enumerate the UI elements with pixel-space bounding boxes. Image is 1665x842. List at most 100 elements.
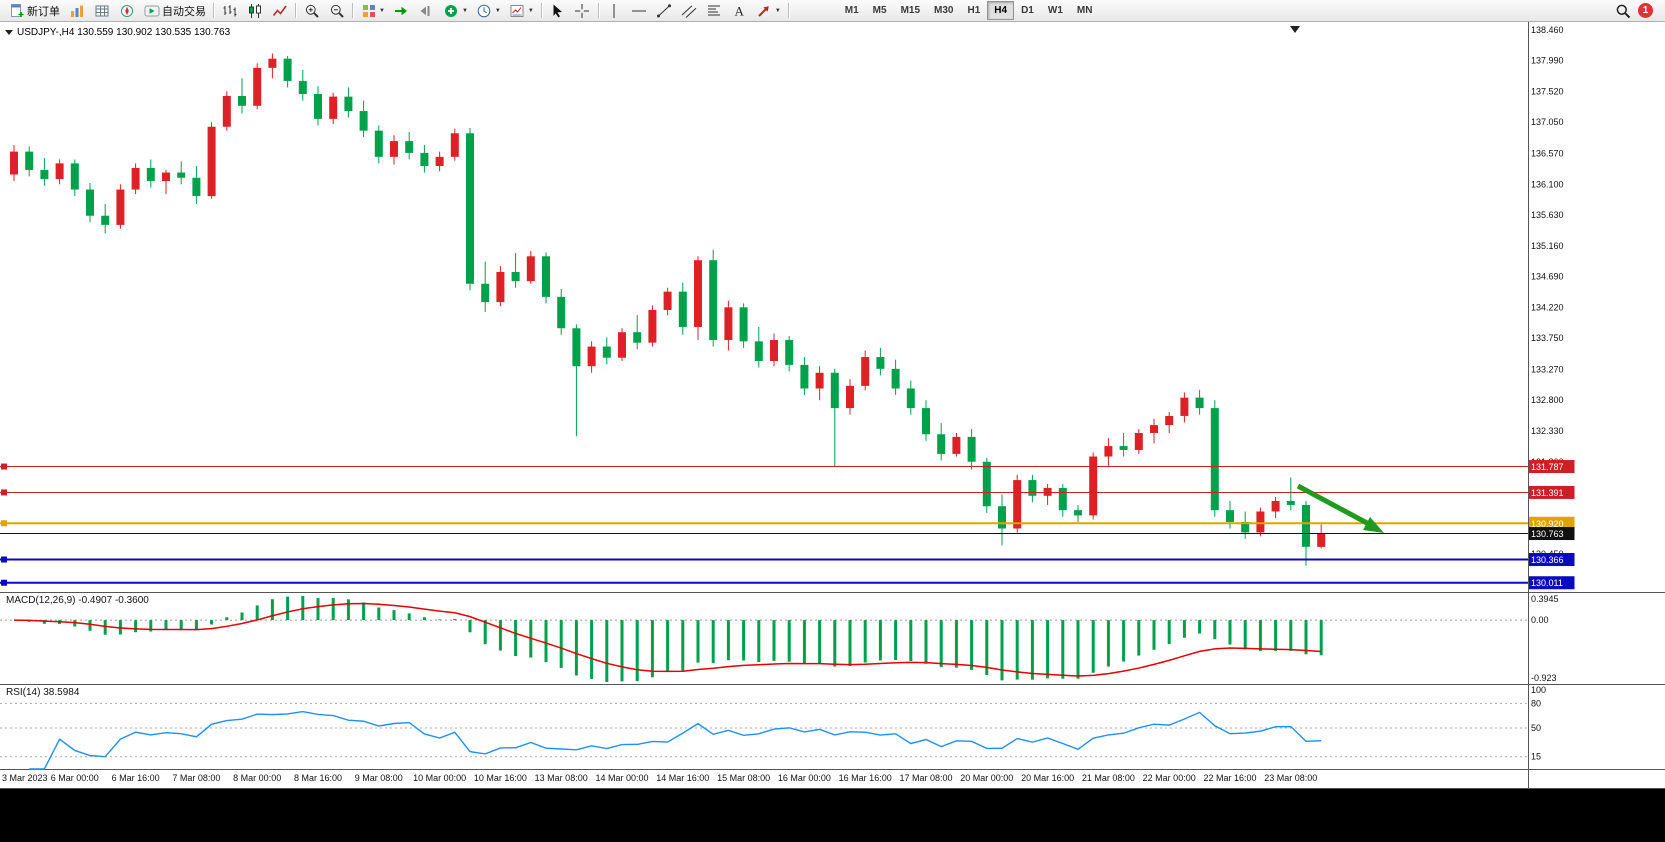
rsi-line bbox=[29, 710, 1322, 770]
svg-text:100: 100 bbox=[1531, 685, 1546, 695]
search-icon[interactable] bbox=[1614, 2, 1631, 19]
svg-text:137.520: 137.520 bbox=[1531, 86, 1564, 96]
crosshair-button[interactable] bbox=[570, 0, 595, 22]
fibonacci-icon bbox=[706, 2, 723, 19]
svg-text:15: 15 bbox=[1531, 752, 1541, 762]
text-label-button[interactable]: A bbox=[727, 0, 752, 22]
auto-trading-button[interactable]: 自动交易 bbox=[139, 0, 210, 22]
timeframe-mn[interactable]: MN bbox=[1076, 5, 1093, 16]
timeframe-m30[interactable]: M30 bbox=[934, 5, 954, 16]
templates-icon bbox=[509, 2, 526, 19]
svg-text:131.391: 131.391 bbox=[1531, 488, 1564, 498]
svg-text:6 Mar 16:00: 6 Mar 16:00 bbox=[112, 773, 160, 783]
pivot-line-orange-handle[interactable] bbox=[1, 520, 7, 527]
trend-arrow-head[interactable] bbox=[1363, 517, 1384, 533]
templates-button[interactable]: ▼ bbox=[505, 0, 538, 22]
vline-icon bbox=[606, 2, 623, 19]
timeframe-m1[interactable]: M1 bbox=[844, 5, 859, 16]
price-badge bbox=[1528, 516, 1575, 530]
chevron-down-icon: ▼ bbox=[527, 7, 534, 14]
timeframe-h4[interactable]: H4 bbox=[987, 1, 1015, 20]
timeframe-m5[interactable]: M5 bbox=[872, 5, 887, 16]
symbol-quote-text: USDJPY-,H4 130.559 130.902 130.535 130.7… bbox=[17, 27, 231, 38]
zoom-in-icon bbox=[303, 2, 320, 19]
trendline-icon bbox=[656, 2, 673, 19]
svg-text:134.690: 134.690 bbox=[1531, 272, 1564, 282]
svg-text:132.330: 132.330 bbox=[1531, 426, 1564, 436]
indicators-button[interactable]: ▼ bbox=[439, 0, 472, 22]
auto-trading-button-label: 自动交易 bbox=[162, 5, 206, 18]
bar-chart-button[interactable] bbox=[217, 0, 242, 22]
svg-text:8 Mar 00:00: 8 Mar 00:00 bbox=[233, 773, 281, 783]
svg-text:13 Mar 08:00: 13 Mar 08:00 bbox=[535, 773, 588, 783]
support-line-blue-upper-handle[interactable] bbox=[1, 556, 7, 563]
chevron-down-icon: ▼ bbox=[774, 7, 781, 14]
horizontal-line-button[interactable] bbox=[627, 0, 652, 22]
text-icon: A bbox=[731, 2, 748, 19]
zoom-in-button[interactable] bbox=[299, 0, 324, 22]
svg-text:14 Mar 00:00: 14 Mar 00:00 bbox=[595, 773, 648, 783]
zoom-out-button[interactable] bbox=[324, 0, 349, 22]
price-badge bbox=[1528, 527, 1575, 541]
rsi-indicator-label: RSI(14) 38.5984 bbox=[6, 687, 80, 698]
timeframe-toolbar: M1 M5 M15 M30 H1 H4 D1 W1 MN bbox=[838, 1, 1100, 20]
equidistant-channel-button[interactable] bbox=[677, 0, 702, 22]
timeframe-h1[interactable]: H1 bbox=[967, 5, 981, 16]
periods-button[interactable]: ▼ bbox=[472, 0, 505, 22]
svg-text:20 Mar 00:00: 20 Mar 00:00 bbox=[960, 773, 1013, 783]
line-chart-button[interactable] bbox=[267, 0, 292, 22]
hline-icon bbox=[631, 2, 648, 19]
svg-text:21 Mar 08:00: 21 Mar 08:00 bbox=[1082, 773, 1135, 783]
main-toolbar: 新订单 自动交易 ▼ ▼ ▼ ▼ A ▼ M1 M5 M15 M30 H1 H4 D1 W1 MN 1 bbox=[0, 0, 1665, 22]
resistance-line-upper-handle[interactable] bbox=[1, 463, 7, 470]
svg-text:10 Mar 00:00: 10 Mar 00:00 bbox=[413, 773, 466, 783]
toolbar-separator bbox=[540, 3, 542, 18]
candlestick-chart-button[interactable] bbox=[242, 0, 267, 22]
chevron-down-icon: ▼ bbox=[379, 7, 385, 14]
svg-text:8 Mar 16:00: 8 Mar 16:00 bbox=[294, 773, 342, 783]
toolbar-separator bbox=[787, 3, 789, 18]
svg-text:22 Mar 16:00: 22 Mar 16:00 bbox=[1203, 773, 1256, 783]
charts-icon bbox=[68, 2, 85, 19]
new-order-button[interactable]: 新订单 bbox=[4, 0, 64, 22]
toolbar-right-tools: 1 bbox=[1614, 2, 1661, 19]
vertical-line-button[interactable] bbox=[602, 0, 627, 22]
chart-shift-marker[interactable] bbox=[1290, 26, 1300, 33]
price-badge bbox=[1528, 576, 1575, 590]
charts-button[interactable] bbox=[64, 0, 89, 22]
svg-text:130.011: 130.011 bbox=[1531, 578, 1563, 588]
svg-text:23 Mar 08:00: 23 Mar 08:00 bbox=[1264, 773, 1317, 783]
auto-scroll-button[interactable] bbox=[389, 0, 414, 22]
trendline-button[interactable] bbox=[652, 0, 677, 22]
svg-text:9 Mar 08:00: 9 Mar 08:00 bbox=[355, 773, 403, 783]
chart-shift-button[interactable] bbox=[414, 0, 439, 22]
cursor-icon bbox=[549, 2, 566, 19]
tile-windows-button[interactable]: ▼ bbox=[356, 0, 389, 22]
trend-arrow[interactable] bbox=[1296, 483, 1369, 526]
svg-text:10 Mar 16:00: 10 Mar 16:00 bbox=[474, 773, 527, 783]
support-line-blue-lower-handle[interactable] bbox=[1, 579, 7, 586]
svg-text:130.763: 130.763 bbox=[1531, 529, 1564, 539]
svg-text:22 Mar 00:00: 22 Mar 00:00 bbox=[1143, 773, 1196, 783]
svg-text:136.100: 136.100 bbox=[1531, 179, 1564, 189]
resistance-line-lower-handle[interactable] bbox=[1, 489, 7, 496]
collapse-triangle-icon[interactable] bbox=[5, 30, 13, 35]
timeframe-w1[interactable]: W1 bbox=[1047, 5, 1063, 16]
market-watch-button[interactable] bbox=[89, 0, 114, 22]
timeframe-d1[interactable]: D1 bbox=[1021, 5, 1034, 16]
notification-badge[interactable]: 1 bbox=[1638, 3, 1653, 18]
svg-text:138.460: 138.460 bbox=[1531, 25, 1564, 35]
svg-text:50: 50 bbox=[1531, 723, 1541, 733]
svg-text:16 Mar 16:00: 16 Mar 16:00 bbox=[839, 773, 892, 783]
price-badge bbox=[1528, 460, 1575, 474]
svg-text:-0.923: -0.923 bbox=[1531, 673, 1557, 683]
arrows-button[interactable]: ▼ bbox=[752, 0, 785, 22]
svg-text:137.990: 137.990 bbox=[1531, 56, 1564, 66]
zoom-out-icon bbox=[328, 2, 345, 19]
navigator-button[interactable] bbox=[114, 0, 139, 22]
cursor-button[interactable] bbox=[545, 0, 570, 22]
timeframe-m15[interactable]: M15 bbox=[900, 5, 921, 16]
svg-text:17 Mar 08:00: 17 Mar 08:00 bbox=[899, 773, 952, 783]
fibonacci-button[interactable] bbox=[702, 0, 727, 22]
